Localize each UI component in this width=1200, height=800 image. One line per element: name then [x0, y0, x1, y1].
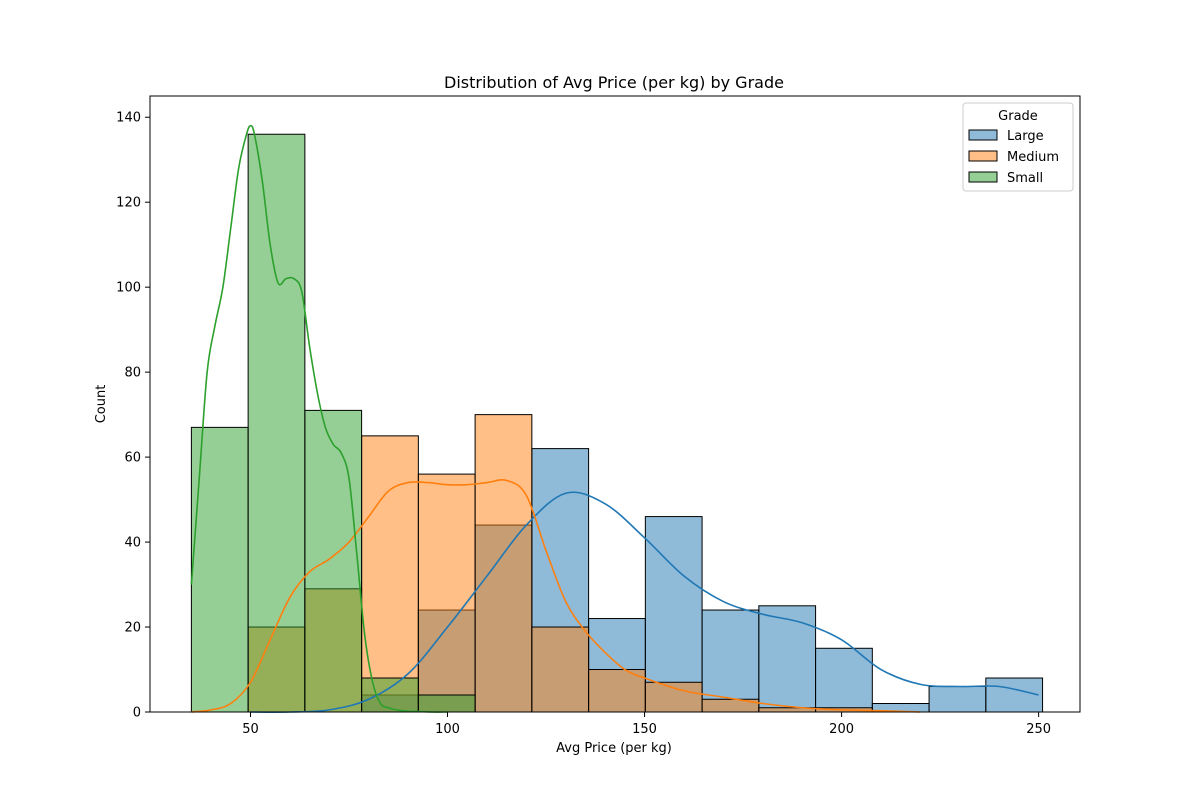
y-axis: 0 20 40 60 80 100 120 140 — [116, 111, 150, 721]
legend-label-small: Small — [1007, 171, 1043, 186]
bar-medium-4 — [417, 473, 476, 713]
x-tick-label: 100 — [435, 722, 460, 737]
bar-large-10 — [758, 605, 817, 713]
legend: Grade Large Medium Small — [962, 102, 1074, 192]
bar-medium-6 — [531, 626, 590, 713]
kde-curves — [190, 124, 1039, 713]
plot-frame — [149, 95, 1081, 713]
bar-large-13 — [928, 686, 987, 713]
y-tick-label: 80 — [124, 366, 141, 381]
y-tick-label: 140 — [116, 111, 141, 126]
bar-small-0 — [190, 426, 249, 713]
bar-small-2 — [304, 409, 363, 713]
bar-medium-7 — [588, 669, 646, 713]
y-tick-label: 20 — [124, 621, 141, 636]
x-axis-title: Avg Price (per kg) — [556, 741, 672, 756]
bar-large-14 — [985, 677, 1044, 713]
y-tick-label: 120 — [116, 196, 141, 211]
bar-small-4 — [417, 694, 476, 713]
legend-label-large: Large — [1007, 129, 1044, 144]
legend-title: Grade — [998, 109, 1038, 124]
kde-large — [250, 491, 1039, 713]
bar-medium-5 — [474, 414, 533, 713]
legend-box — [962, 102, 1074, 192]
x-tick-label: 200 — [829, 722, 854, 737]
x-tick-label: 150 — [632, 722, 657, 737]
legend-swatch-medium — [968, 150, 998, 162]
y-axis-title: Count — [94, 385, 109, 424]
x-tick-label: 250 — [1026, 722, 1051, 737]
bar-small-3 — [361, 677, 419, 713]
y-tick-label: 60 — [124, 451, 141, 466]
legend-swatch-small — [968, 171, 998, 183]
histogram-bars — [190, 133, 1044, 713]
legend-swatch-large — [968, 129, 998, 141]
bar-medium-8 — [644, 681, 703, 713]
kde-small — [190, 124, 448, 713]
x-axis: 50 100 150 200 250 — [242, 712, 1051, 737]
legend-label-medium: Medium — [1007, 150, 1059, 165]
bar-small-1 — [247, 133, 306, 713]
x-tick-label: 50 — [242, 722, 259, 737]
y-tick-label: 40 — [124, 536, 141, 551]
kde-medium — [191, 479, 921, 713]
bar-large-9 — [701, 609, 760, 713]
chart-title: Distribution of Avg Price (per kg) by Gr… — [444, 73, 784, 92]
y-tick-label: 0 — [133, 706, 141, 721]
y-tick-label: 100 — [116, 281, 141, 296]
